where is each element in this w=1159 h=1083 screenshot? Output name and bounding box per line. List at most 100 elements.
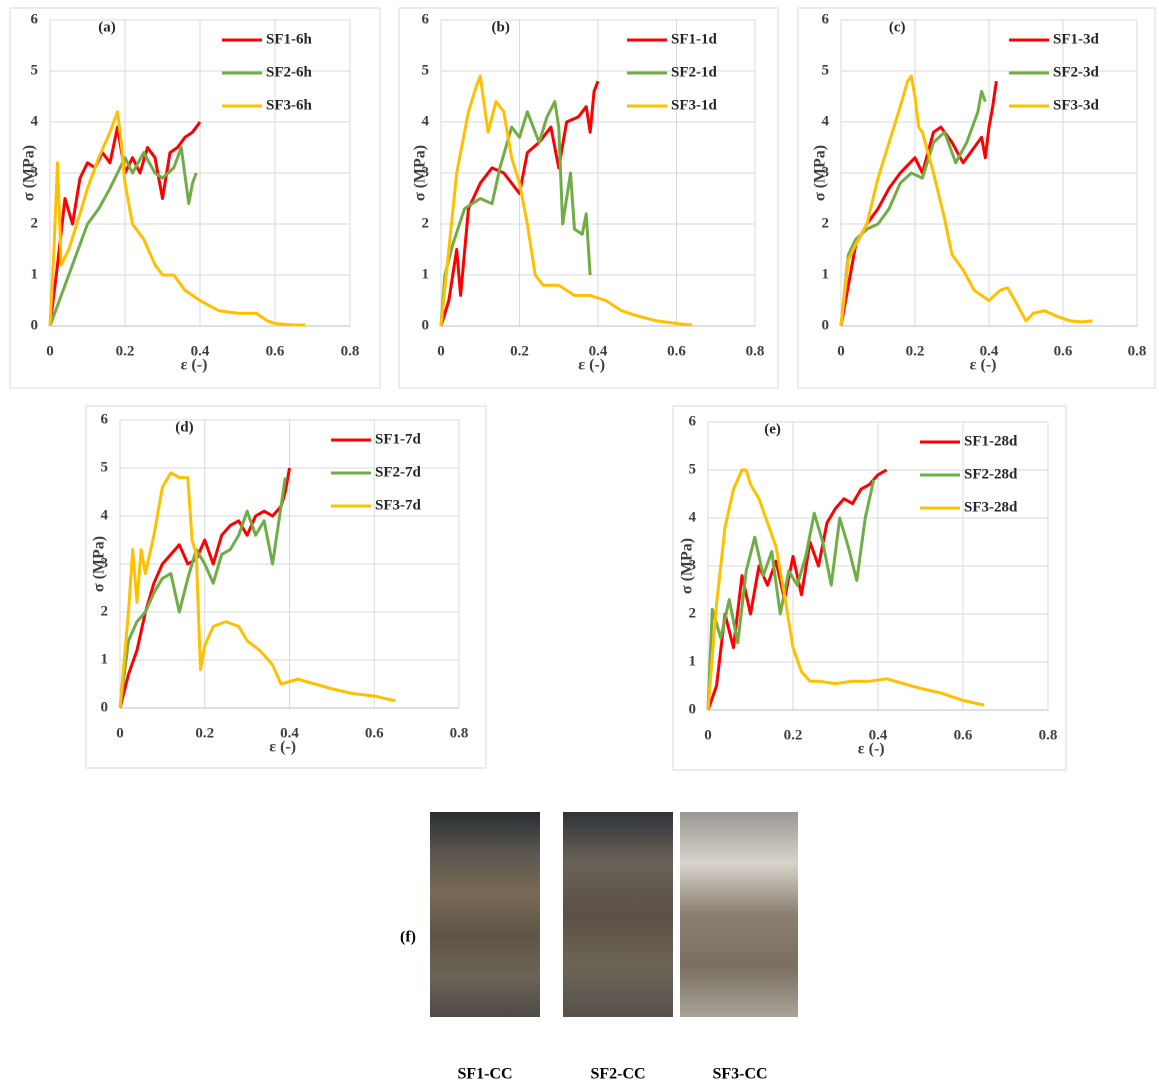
- data-line: [706, 468, 985, 711]
- legend-label: SF2-6h: [266, 64, 313, 80]
- panel-frame: [85, 405, 487, 769]
- legend-label: SF3-7d: [375, 497, 422, 513]
- legend-label: SF2-1d: [671, 64, 718, 80]
- x-tick-label: 0.4: [280, 725, 299, 741]
- photo-caption: SF3-CC: [712, 1066, 767, 1083]
- x-tick-label: 0.6: [667, 343, 686, 359]
- data-line: [439, 80, 600, 327]
- data-line: [48, 146, 198, 327]
- x-tick-label: 0.8: [1128, 343, 1147, 359]
- y-axis-label: σ (MPa): [412, 145, 429, 201]
- legend-label: SF3-6h: [266, 97, 313, 113]
- y-tick-label: 6: [822, 11, 830, 27]
- x-tick-label: 0.6: [365, 725, 384, 741]
- data-line: [118, 471, 396, 709]
- x-axis-label: ε (-): [970, 357, 997, 374]
- y-tick-label: 0: [689, 701, 697, 717]
- chart-panel: 0 0.2 0.4 0.6 0.8 0 1 2 3 4 5 6 (e) ε (-) σ (MPa) SF1-2…: [672, 405, 1067, 771]
- panel-frame: [797, 7, 1156, 389]
- x-tick-label: 0.4: [589, 343, 608, 359]
- x-tick-label: 0.6: [1054, 343, 1073, 359]
- x-tick-label: 0.2: [195, 725, 214, 741]
- data-line: [706, 479, 876, 711]
- chart-panel: 0 0.2 0.4 0.6 0.8 0 1 2 3 4 5 6 (d) ε (-) σ (MPa) SF1-7…: [85, 405, 487, 769]
- y-tick-label: 3: [31, 164, 39, 180]
- y-tick-label: 3: [822, 164, 830, 180]
- x-tick-label: 0: [837, 343, 845, 359]
- legend-label: SF1-6h: [266, 31, 313, 47]
- y-tick-label: 2: [101, 603, 109, 619]
- y-tick-label: 4: [689, 509, 697, 525]
- photo: [563, 812, 673, 1017]
- photo-caption: SF2-CC: [590, 1066, 645, 1083]
- x-axis-label: ε (-): [269, 739, 296, 756]
- x-tick-label: 0.4: [869, 727, 888, 743]
- y-tick-label: 6: [31, 11, 39, 27]
- y-tick-label: 2: [689, 605, 697, 621]
- y-tick-label: 0: [101, 699, 109, 715]
- chart-panel: 0 0.2 0.4 0.6 0.8 0 1 2 3 4 5 6 (b) ε (-) σ (MPa) SF1-1…: [398, 7, 779, 389]
- chart-panel: 0 0.2 0.4 0.6 0.8 0 1 2 3 4 5 6 (a) ε (-) σ (MPa) SF1-6…: [9, 7, 381, 389]
- legend-label: SF3-3d: [1053, 97, 1100, 113]
- data-line: [706, 468, 888, 711]
- legend-label: SF3-1d: [671, 97, 718, 113]
- y-tick-label: 0: [422, 317, 430, 333]
- y-tick-label: 2: [822, 215, 830, 231]
- y-tick-label: 6: [689, 413, 697, 429]
- data-line: [439, 100, 592, 327]
- legend-label: SF1-1d: [671, 31, 718, 47]
- data-line: [439, 74, 693, 327]
- legend-label: SF1-7d: [375, 431, 422, 447]
- x-tick-label: 0: [704, 727, 712, 743]
- x-tick-label: 0: [437, 343, 445, 359]
- y-axis-label: σ (MPa): [812, 145, 829, 201]
- x-tick-label: 0.8: [1039, 727, 1058, 743]
- data-line: [839, 74, 1093, 327]
- y-tick-label: 4: [101, 507, 109, 523]
- x-axis-label: ε (-): [578, 357, 605, 374]
- x-axis-label: ε (-): [181, 357, 208, 374]
- photo: [430, 812, 540, 1017]
- data-line: [118, 467, 291, 709]
- y-tick-label: 5: [422, 62, 430, 78]
- x-tick-label: 0.2: [784, 727, 803, 743]
- y-tick-label: 2: [31, 215, 39, 231]
- x-tick-label: 0.8: [746, 343, 765, 359]
- x-axis-label: ε (-): [858, 741, 885, 758]
- x-tick-label: 0.4: [980, 343, 999, 359]
- panel-title: (b): [491, 19, 509, 35]
- y-tick-label: 1: [689, 653, 697, 669]
- y-tick-label: 2: [422, 215, 430, 231]
- y-axis-label: σ (MPa): [91, 536, 108, 592]
- x-tick-label: 0.6: [954, 727, 973, 743]
- data-line: [118, 477, 287, 709]
- panel-title: (a): [98, 19, 116, 35]
- y-axis-label: σ (MPa): [21, 145, 38, 201]
- legend-label: SF2-28d: [964, 466, 1018, 482]
- photo-label: (f): [400, 929, 416, 946]
- y-tick-label: 6: [422, 11, 430, 27]
- y-tick-label: 0: [31, 317, 39, 333]
- panel-frame: [672, 405, 1067, 771]
- y-tick-label: 1: [422, 266, 430, 282]
- y-tick-label: 3: [101, 555, 109, 571]
- panel-frame: [398, 7, 779, 389]
- y-tick-label: 1: [822, 266, 830, 282]
- y-tick-label: 3: [422, 164, 430, 180]
- y-tick-label: 5: [101, 459, 109, 475]
- y-tick-label: 6: [101, 411, 109, 427]
- x-tick-label: 0.4: [191, 343, 210, 359]
- panel-title: (e): [764, 421, 781, 437]
- y-tick-label: 5: [822, 62, 830, 78]
- y-tick-label: 1: [31, 266, 39, 282]
- x-tick-label: 0.8: [450, 725, 469, 741]
- photo: [680, 812, 798, 1017]
- y-tick-label: 4: [822, 113, 830, 129]
- legend-label: SF2-3d: [1053, 64, 1100, 80]
- legend-label: SF1-3d: [1053, 31, 1100, 47]
- y-tick-label: 5: [31, 62, 39, 78]
- y-tick-label: 4: [422, 113, 430, 129]
- panel-title: (d): [175, 419, 193, 435]
- x-tick-label: 0.2: [510, 343, 529, 359]
